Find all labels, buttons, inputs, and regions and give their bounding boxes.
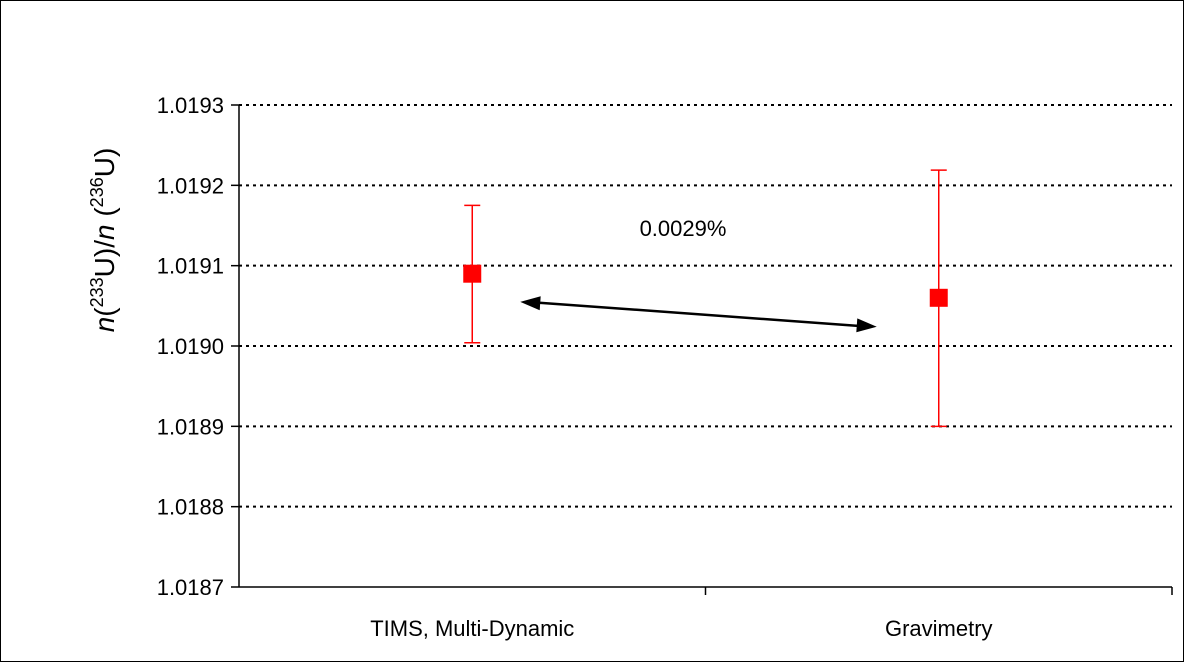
data-point-marker (463, 264, 482, 283)
data-layer (463, 169, 948, 428)
y-label-n1: n (89, 317, 120, 333)
y-label-iso2: 236 (87, 177, 107, 207)
y-tick-label: 1.0188 (157, 495, 224, 520)
y-label-u1: U)/ (89, 240, 120, 278)
y-label-open1: ( (89, 307, 120, 317)
y-tick-label: 1.0190 (157, 334, 224, 359)
difference-arrow-line (532, 300, 865, 328)
arrowhead-right (856, 318, 877, 333)
difference-annotation: 0.0029% (640, 216, 727, 241)
arrowhead-left (520, 296, 541, 311)
arrow-layer (520, 296, 877, 333)
y-label-u2: U) (89, 148, 120, 178)
y-label-n2: n (89, 224, 120, 240)
ytick-layer: 1.0187 1.0188 1.0189 1.0190 1.0191 1.0192 1.01… (157, 93, 239, 600)
y-label-open2: ( (89, 207, 120, 225)
y-tick-label: 1.0193 (157, 93, 224, 118)
y-label-iso1: 233 (87, 277, 107, 307)
grid-layer (239, 104, 1172, 508)
y-tick-label: 1.0192 (157, 173, 224, 198)
y-tick-label: 1.0187 (157, 575, 224, 600)
x-category-label: TIMS, Multi-Dynamic (370, 616, 574, 641)
y-axis-label: n(233U)/n (236U) (87, 148, 120, 333)
y-tick-label: 1.0191 (157, 254, 224, 279)
data-point-marker (929, 288, 948, 307)
x-category-label: Gravimetry (885, 616, 993, 641)
xtick-layer: TIMS, Multi-Dynamic Gravimetry (370, 587, 1173, 641)
y-tick-label: 1.0189 (157, 414, 224, 439)
